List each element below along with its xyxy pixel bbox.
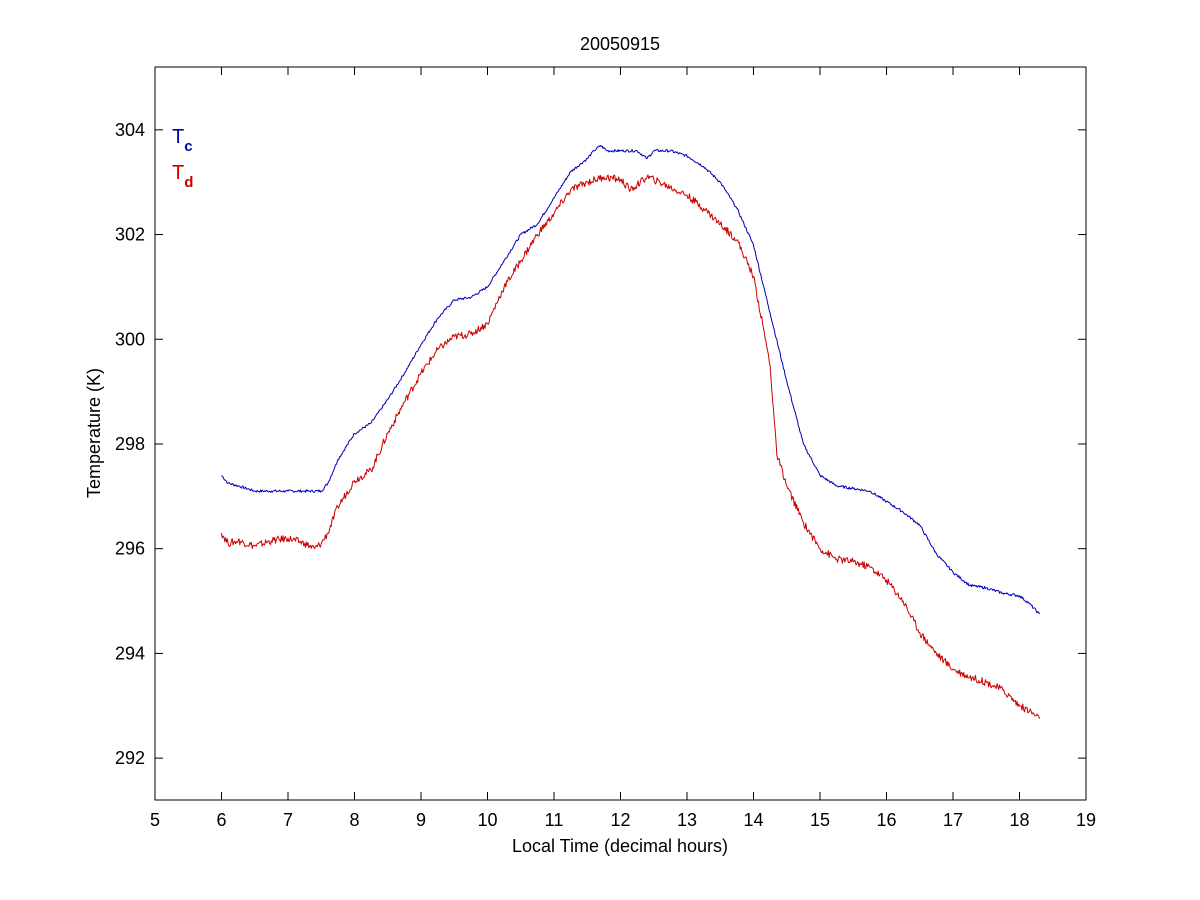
- y-tick-label: 298: [115, 434, 145, 454]
- y-axis-label: Temperature (K): [84, 368, 104, 498]
- x-tick-label: 15: [810, 810, 830, 830]
- x-tick-label: 11: [545, 810, 564, 830]
- series-line-d: [221, 174, 1040, 719]
- legend-entry-subscript: c: [184, 138, 192, 155]
- x-axis: 5 6 7 8 9 10 11 12 13 14 15 16 17 18 19: [150, 67, 1096, 830]
- legend-entry-subscript: d: [184, 174, 193, 191]
- x-tick-label: 7: [283, 810, 293, 830]
- y-tick-label: 300: [115, 329, 145, 349]
- x-tick-label: 18: [1009, 810, 1029, 830]
- legend-entry-c: Tc: [172, 126, 193, 155]
- x-tick-label: 9: [416, 810, 426, 830]
- y-tick-label: 294: [115, 643, 145, 663]
- legend-entry-name: T: [172, 126, 184, 148]
- legend-entry-name: T: [172, 162, 184, 184]
- y-tick-label: 292: [115, 748, 145, 768]
- series-layer: [221, 145, 1040, 719]
- x-tick-label: 16: [876, 810, 896, 830]
- x-tick-label: 13: [677, 810, 697, 830]
- y-tick-label: 296: [115, 539, 145, 559]
- y-axis: 292 294 296 298 300 302 304: [115, 120, 1086, 768]
- x-tick-label: 12: [610, 810, 630, 830]
- x-tick-label: 10: [477, 810, 497, 830]
- x-tick-label: 14: [743, 810, 763, 830]
- x-tick-label: 6: [216, 810, 226, 830]
- chart-title: 20050915: [580, 34, 660, 54]
- legend-entry-d: Td: [172, 162, 193, 191]
- x-tick-label: 5: [150, 810, 160, 830]
- x-tick-label: 17: [943, 810, 963, 830]
- x-axis-label: Local Time (decimal hours): [512, 836, 728, 856]
- x-tick-label: 8: [349, 810, 359, 830]
- series-line-c: [221, 145, 1040, 615]
- x-tick-label: 19: [1076, 810, 1096, 830]
- y-tick-label: 304: [115, 120, 145, 140]
- y-tick-label: 302: [115, 225, 145, 245]
- plot-area: [154, 66, 1087, 801]
- axes-frame: [154, 66, 1087, 801]
